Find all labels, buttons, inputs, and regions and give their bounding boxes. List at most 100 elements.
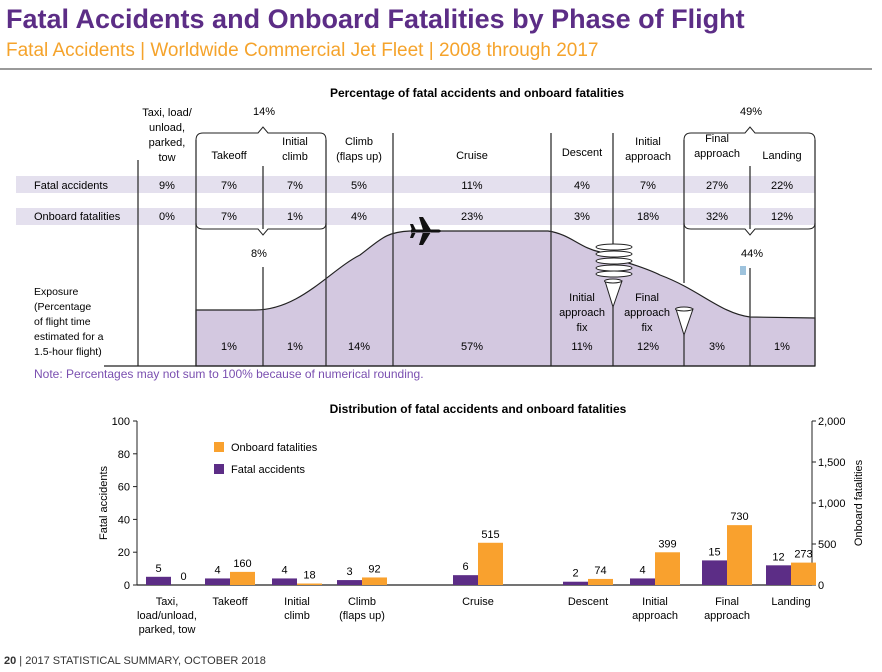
right-tick-label: 1,000 (818, 498, 846, 510)
phase-header: Descent (562, 147, 602, 159)
legend-label-fatal: Fatal accidents (231, 464, 305, 476)
page-title: Fatal Accidents and Onboard Fatalities b… (6, 4, 745, 34)
left-tick-label: 0 (124, 580, 130, 592)
holding-pattern-icon (595, 243, 633, 278)
legend-swatch-fatal (214, 464, 224, 474)
onboard-fatality-pct: 23% (461, 211, 483, 223)
bar-fatal-accidents (766, 565, 791, 585)
phase-header: Final (705, 133, 729, 145)
data-label-onboard-fatalities: 730 (730, 511, 748, 523)
landing-fatality-brace (683, 222, 816, 236)
data-label-fatal-accidents: 4 (214, 564, 220, 576)
phase-header: Cruise (456, 150, 488, 162)
onboard-fatality-pct: 3% (574, 211, 590, 223)
data-label-fatal-accidents: 2 (572, 568, 578, 580)
fatal-accident-pct: 11% (461, 180, 482, 192)
data-label-fatal-accidents: 4 (639, 564, 645, 576)
onboard-fatality-pct: 18% (637, 211, 659, 223)
phase-header: Initial (635, 136, 661, 148)
bar-fatal-accidents (453, 575, 478, 585)
data-label-onboard-fatalities: 399 (658, 538, 676, 550)
left-tick-label: 100 (112, 416, 130, 428)
page-footer: 20 | 2017 STATISTICAL SUMMARY, OCTOBER 2… (4, 655, 266, 667)
row-label-onboard: Onboard fatalities (34, 211, 121, 223)
category-label: Climb (348, 596, 376, 608)
category-label: Initial (642, 596, 668, 608)
fatal-accident-pct: 5% (351, 180, 367, 192)
bar-fatal-accidents (630, 578, 655, 585)
bar-onboard-fatalities (588, 578, 613, 585)
category-label: Cruise (462, 596, 494, 608)
faf-label: approach (624, 307, 670, 319)
marker-square (740, 266, 746, 275)
legend-swatch-onboard (214, 442, 224, 452)
takeoff-fatality-brace (195, 222, 327, 236)
category-label: Landing (771, 596, 810, 608)
phase-header: parked, (149, 137, 186, 149)
faf-label: fix (642, 322, 654, 334)
phase-header: (flaps up) (336, 151, 382, 163)
category-label: (flaps up) (339, 610, 385, 622)
phase-header: tow (158, 152, 175, 164)
data-label-fatal-accidents: 3 (346, 566, 352, 578)
data-label-fatal-accidents: 4 (281, 564, 287, 576)
legend-label-onboard: Onboard fatalities (231, 442, 318, 454)
airplane-icon (410, 217, 441, 245)
bar-onboard-fatalities (230, 571, 255, 585)
phase-diagram-title: Percentage of fatal accidents and onboar… (330, 86, 624, 100)
bar-onboard-fatalities (727, 525, 752, 585)
fatal-accident-pct: 7% (287, 180, 303, 192)
data-label-onboard-fatalities: 160 (233, 558, 251, 570)
phase-header: approach (694, 148, 740, 160)
exposure-pct: 1% (774, 341, 790, 353)
onboard-fatality-pct: 32% (706, 211, 728, 223)
iaf-label: approach (559, 307, 605, 319)
data-label-onboard-fatalities: 0 (180, 571, 186, 583)
page-number: 20 (4, 655, 17, 667)
category-label: Final (715, 596, 739, 608)
bar-fatal-accidents (563, 581, 588, 585)
bar-fatal-accidents (272, 578, 297, 585)
category-label: Initial (284, 596, 310, 608)
phase-diagram: Percentage of fatal accidents and onboar… (16, 86, 816, 381)
fatal-accident-pct: 7% (221, 180, 237, 192)
bar-fatal-accidents (146, 576, 171, 585)
fatal-accident-pct: 27% (706, 180, 728, 192)
data-label-onboard-fatalities: 515 (481, 529, 499, 541)
takeoff-accident-brace-label: 14% (253, 106, 275, 118)
left-tick-label: 20 (118, 547, 130, 559)
exposure-area (195, 230, 816, 367)
left-tick-label: 60 (118, 482, 130, 494)
phase-header: approach (625, 151, 671, 163)
right-axis-label: Onboard fatalities (853, 459, 865, 546)
bar-onboard-fatalities (478, 542, 503, 585)
fatal-accident-pct: 7% (640, 180, 656, 192)
left-tick-label: 40 (118, 514, 130, 526)
phase-header: Initial (282, 136, 308, 148)
phase-header: Landing (762, 150, 801, 162)
bar-fatal-accidents (205, 578, 230, 585)
initial-approach-fix-cone-icon (604, 278, 623, 309)
right-tick-label: 500 (818, 539, 836, 551)
category-label: Takeoff (212, 596, 248, 608)
category-label: Taxi, (156, 596, 179, 608)
onboard-row-band (16, 208, 815, 225)
category-label: climb (284, 610, 310, 622)
data-label-fatal-accidents: 5 (155, 563, 161, 575)
iaf-label: fix (577, 322, 589, 334)
footer-text: | 2017 STATISTICAL SUMMARY, OCTOBER 2018 (16, 655, 266, 667)
phase-dividers (137, 133, 816, 366)
exposure-pct: 12% (637, 341, 659, 353)
phase-header: Taxi, load/ (142, 107, 192, 119)
page-subtitle: Fatal Accidents | Worldwide Commercial J… (6, 40, 599, 61)
phase-header: unload, (149, 122, 185, 134)
final-approach-fix-cone-icon (675, 306, 694, 337)
category-label: approach (704, 610, 750, 622)
exposure-label: Exposure (34, 286, 79, 298)
bar-onboard-fatalities (362, 577, 387, 585)
category-label: approach (632, 610, 678, 622)
onboard-fatality-pct: 0% (159, 211, 175, 223)
landing-accident-brace (683, 126, 816, 141)
exposure-label: estimated for a (34, 331, 104, 343)
